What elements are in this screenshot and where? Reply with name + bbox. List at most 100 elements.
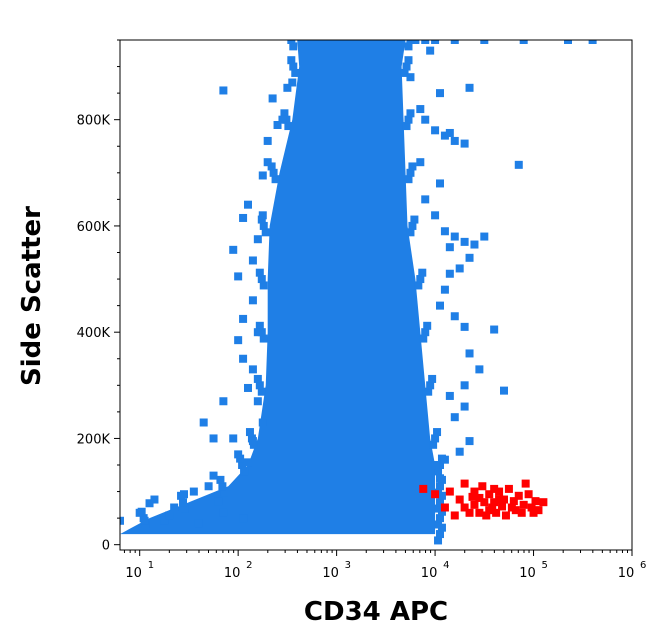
edge-event-point — [259, 221, 268, 230]
edge-event-point — [255, 321, 264, 330]
gated-event-point — [519, 500, 528, 509]
event-point — [219, 86, 228, 95]
event-point — [204, 482, 213, 491]
event-point — [431, 211, 440, 220]
edge-event-point — [287, 56, 296, 65]
edge-event-point — [424, 387, 433, 396]
edge-event-point — [408, 221, 417, 230]
edge-event-point — [291, 68, 300, 77]
event-point — [244, 200, 252, 209]
event-point — [258, 418, 267, 427]
event-point — [248, 256, 257, 265]
event-point — [421, 195, 430, 204]
edge-event-point — [257, 387, 266, 396]
edge-event-point — [408, 162, 417, 171]
event-point — [588, 40, 597, 44]
edge-event-point — [238, 461, 247, 469]
edge-event-point — [267, 162, 276, 171]
event-point — [445, 391, 454, 400]
edge-event-point — [406, 40, 415, 44]
event-point — [253, 397, 262, 406]
gated-event-point — [500, 495, 508, 504]
gated-event-point — [431, 490, 440, 499]
edge-event-point — [285, 30, 293, 38]
event-point — [440, 285, 449, 294]
gated-event-point — [475, 493, 484, 502]
edge-event-point — [436, 514, 444, 523]
event-point — [150, 495, 159, 504]
event-point — [239, 213, 248, 222]
event-point — [219, 508, 228, 517]
event-point — [436, 179, 444, 188]
event-point — [258, 211, 267, 220]
edge-event-point — [216, 475, 225, 484]
event-point — [135, 508, 144, 517]
event-point — [460, 402, 469, 411]
axis-ticks: 10 1 10 2 10 3 10 4 10 5 10 6 0 200K 400K 600K 800K — [77, 39, 646, 581]
gated-event-point — [534, 506, 543, 515]
edge-event-point — [436, 530, 444, 539]
edge-event-point — [253, 374, 262, 383]
edge-event-point — [404, 42, 413, 51]
event-point — [475, 365, 484, 374]
edge-event-point — [429, 440, 438, 449]
gated-event-point — [478, 482, 487, 491]
edge-event-point — [259, 334, 268, 343]
edge-event-point — [436, 482, 444, 491]
edge-event-point — [419, 334, 428, 343]
gated-event-point — [490, 484, 499, 493]
gated-event-point — [482, 511, 491, 520]
edge-event-point — [255, 381, 264, 390]
event-point — [258, 171, 267, 180]
event-point — [450, 413, 459, 422]
event-point — [273, 121, 282, 129]
x-tick-label: 10 — [322, 566, 339, 581]
event-point — [519, 40, 528, 44]
edge-event-point — [218, 482, 227, 491]
event-point — [263, 136, 272, 145]
event-point — [465, 437, 474, 446]
edge-event-point — [402, 122, 411, 131]
event-point — [460, 322, 469, 331]
event-point — [465, 253, 474, 262]
event-point — [199, 418, 208, 427]
event-point — [450, 232, 459, 241]
y-tick-label: 0 — [102, 539, 110, 554]
edge-event-point — [434, 520, 443, 529]
edge-event-point — [434, 467, 443, 476]
gated-event-point — [440, 503, 449, 512]
event-point — [460, 237, 469, 246]
edge-event-point — [280, 109, 289, 118]
edge-event-point — [414, 281, 423, 290]
event-point — [465, 349, 474, 358]
edge-event-point — [245, 428, 254, 437]
gated-event-point — [485, 490, 494, 499]
event-point — [450, 312, 459, 321]
edge-event-point — [289, 62, 298, 71]
edge-event-point — [259, 281, 268, 290]
event-point — [145, 499, 154, 508]
gated-event-point — [450, 511, 459, 520]
event-point — [288, 78, 297, 87]
event-point — [244, 383, 252, 392]
edge-event-point — [287, 40, 296, 44]
event-point — [253, 328, 262, 337]
gated-event-point — [531, 497, 540, 506]
x-tick-label: 10 — [519, 566, 536, 581]
edge-event-point — [402, 62, 411, 71]
edge-event-point — [269, 168, 278, 177]
gated-event-point — [501, 511, 510, 520]
edge-event-point — [179, 498, 188, 507]
event-density-body — [120, 40, 436, 535]
plot-area — [120, 30, 597, 545]
edge-event-point — [180, 504, 189, 513]
event-point — [440, 131, 449, 140]
edge-event-point — [428, 374, 437, 383]
event-point — [480, 232, 489, 241]
event-point — [263, 158, 272, 167]
event-point — [460, 139, 469, 148]
event-point — [450, 136, 459, 145]
event-point — [470, 240, 479, 249]
event-point — [229, 434, 238, 443]
event-point — [440, 455, 449, 464]
